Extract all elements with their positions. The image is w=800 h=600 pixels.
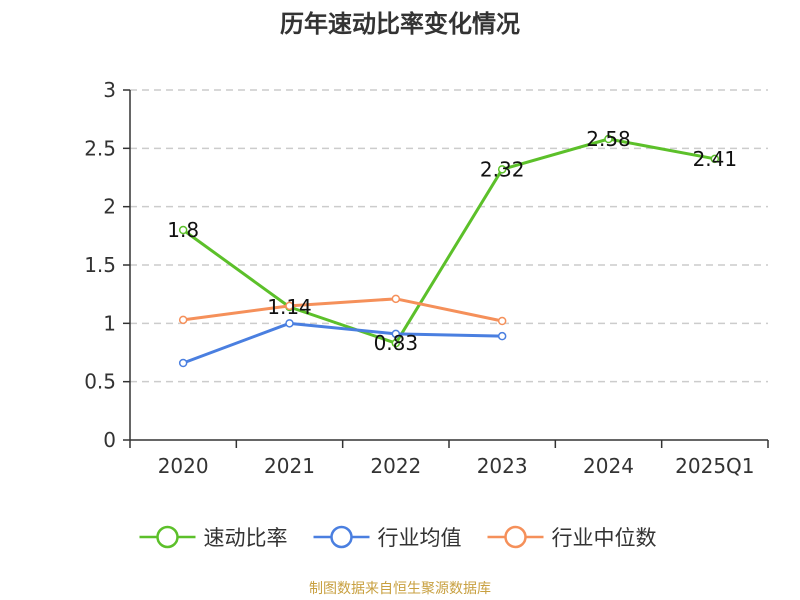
data-labels: 1.8 1.14 0.83 2.32 2.58 2.41 [167, 127, 737, 355]
chart-title: 历年速动比率变化情况 [280, 10, 520, 38]
data-point[interactable] [391, 338, 401, 348]
data-point[interactable] [178, 225, 188, 235]
legend-label: 速动比率 [204, 526, 288, 550]
y-tick-label: 1 [103, 311, 116, 335]
series-line-1 [181, 321, 504, 365]
grid [130, 89, 768, 383]
data-point[interactable] [604, 134, 613, 144]
data-label: 1.14 [267, 295, 312, 319]
y-tick-label: 1.5 [84, 253, 116, 277]
data-point[interactable] [178, 358, 188, 368]
data-point[interactable] [391, 294, 401, 304]
data-point[interactable] [497, 331, 507, 341]
data-label: 2.41 [693, 147, 738, 171]
data-point[interactable] [285, 319, 294, 328]
legend-swatch-marker [504, 525, 527, 549]
x-tick-label: 2024 [583, 454, 634, 478]
y-tick-label: 2 [103, 195, 116, 219]
data-point[interactable] [178, 315, 188, 325]
y-tick-label: 0.5 [84, 370, 116, 394]
legend-item-1[interactable]: 行业均值 [313, 525, 462, 550]
data-label: 2.32 [480, 157, 525, 181]
x-tick-label: 2023 [477, 454, 528, 478]
y-tick-label: 2.5 [84, 136, 116, 160]
data-label: 1.8 [167, 218, 199, 242]
data-label: 0.83 [374, 331, 419, 355]
series-line-2 [181, 297, 504, 323]
legend[interactable]: 速动比率 行业均值 行业中位数 [139, 525, 657, 550]
axes: 0 0.5 1 1.5 2 2.5 3 2020 2021 2022 2023 2024 2025Q1 [84, 78, 769, 478]
legend-item-2[interactable]: 行业中位数 [487, 525, 657, 550]
y-tick-label: 0 [103, 428, 116, 452]
series-line-0 [181, 137, 717, 345]
data-point[interactable] [710, 154, 720, 164]
legend-label: 行业均值 [378, 526, 462, 550]
data-point[interactable] [497, 316, 507, 326]
legend-item-0[interactable]: 速动比率 [139, 525, 288, 550]
y-tick-label: 3 [103, 78, 116, 102]
legend-swatch-marker [156, 525, 179, 549]
legend-label: 行业中位数 [552, 526, 657, 550]
x-tick-label: 2020 [158, 454, 209, 478]
x-tick-label: 2021 [264, 454, 315, 478]
data-point[interactable] [497, 165, 507, 174]
x-tick-label: 2025Q1 [675, 454, 754, 478]
x-tick-label: 2022 [370, 454, 421, 478]
data-point[interactable] [391, 329, 401, 339]
legend-swatch-marker [330, 525, 353, 549]
source-note: 制图数据来自恒生聚源数据库 [309, 581, 491, 597]
data-label: 2.58 [586, 127, 631, 151]
series-layer [178, 134, 720, 368]
data-point[interactable] [285, 301, 294, 311]
